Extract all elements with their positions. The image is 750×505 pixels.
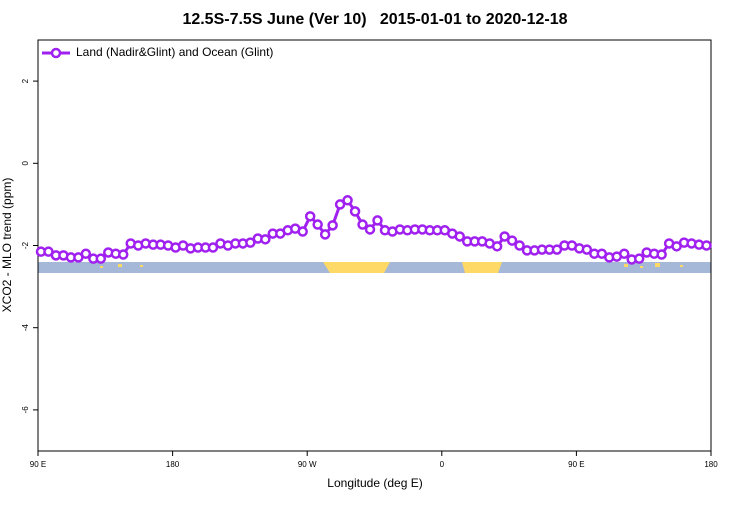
y-axis-label: XCO2 - MLO trend (ppm) — [0, 178, 14, 313]
data-point — [95, 253, 107, 264]
data-point — [491, 241, 503, 252]
y-tick-label: -6 — [21, 406, 30, 414]
y-tick-label: -2 — [21, 241, 30, 249]
x-tick-label: 90 E — [30, 460, 46, 469]
data-point — [245, 237, 256, 248]
data-point — [312, 219, 323, 230]
data-point — [633, 253, 645, 264]
data-point — [297, 226, 308, 237]
x-tick-label: 0 — [440, 460, 445, 469]
data-point — [364, 224, 376, 235]
data-point — [372, 215, 383, 226]
data-point — [117, 249, 129, 260]
y-tick-label: 0 — [21, 161, 30, 166]
data-point — [499, 231, 510, 242]
data-point — [514, 240, 525, 251]
data-point — [80, 248, 92, 259]
x-tick-label: 180 — [704, 460, 718, 469]
data-point — [357, 219, 368, 230]
data-point — [207, 242, 219, 253]
data-point — [260, 234, 271, 245]
data-point — [506, 235, 518, 246]
data-point — [454, 231, 465, 242]
data-point — [349, 206, 361, 217]
y-tick-label: 2 — [21, 78, 30, 83]
x-tick-label: 90 W — [298, 460, 317, 469]
y-tick-label: -4 — [21, 324, 30, 332]
data-point — [551, 244, 563, 255]
x-tick-label: 90 E — [568, 460, 584, 469]
x-tick-label: 180 — [166, 460, 180, 469]
data-point — [327, 220, 338, 231]
data-point — [342, 195, 353, 206]
land-ocean-strip — [38, 262, 711, 273]
chart-title: 12.5S-7.5S June (Ver 10) 2015-01-01 to 2… — [182, 11, 567, 28]
data-point — [304, 211, 316, 222]
data-point — [619, 248, 630, 259]
data-point — [581, 244, 593, 255]
data-point — [319, 229, 331, 240]
data-point — [701, 240, 712, 251]
legend-marker — [50, 47, 62, 59]
data-point — [656, 249, 667, 260]
data-point — [334, 199, 346, 210]
x-axis-label: Longitude (deg E) — [327, 476, 422, 490]
legend-label: Land (Nadir&Glint) and Ocean (Glint) — [76, 45, 273, 59]
